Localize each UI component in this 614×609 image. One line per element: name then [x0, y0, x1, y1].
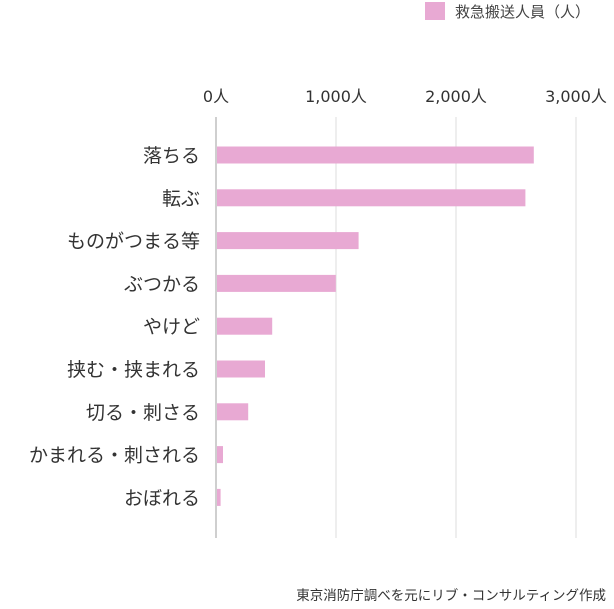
x-tick-label: 3,000人 [545, 87, 607, 106]
category-label: かまれる・刺される [29, 445, 200, 467]
bar [217, 317, 273, 335]
category-label: ぶつかる [124, 273, 200, 295]
bar [217, 274, 336, 292]
source-note: 東京消防庁調べを元にリブ・コンサルティング作成 [296, 588, 606, 604]
category-label: 落ちる [143, 145, 200, 167]
bar [217, 360, 265, 378]
bar [217, 189, 526, 207]
category-label: 切る・刺さる [86, 402, 200, 424]
category-label: ものがつまる等 [67, 231, 200, 253]
category-label: 転ぶ [162, 188, 200, 210]
bar [217, 403, 249, 421]
bar [217, 146, 534, 164]
x-tick-label: 0人 [203, 87, 229, 106]
category-label: 挟む・挟まれる [67, 359, 200, 381]
x-tick-label: 2,000人 [425, 87, 487, 106]
category-label: やけど [143, 316, 200, 338]
x-tick-label: 1,000人 [305, 87, 367, 106]
bar [217, 446, 223, 464]
legend-label: 救急搬送人員（人） [455, 2, 591, 21]
bar [217, 488, 221, 506]
bar [217, 232, 359, 250]
legend-swatch [425, 2, 445, 20]
category-label: おぼれる [124, 487, 200, 509]
bar-chart: 0人 1,000人 2,000人 3,000人落ちる転ぶものがつまる等ぶつかるやけど挟… [29, 87, 607, 538]
chart-legend: 救急搬送人員（人） [425, 0, 590, 22]
